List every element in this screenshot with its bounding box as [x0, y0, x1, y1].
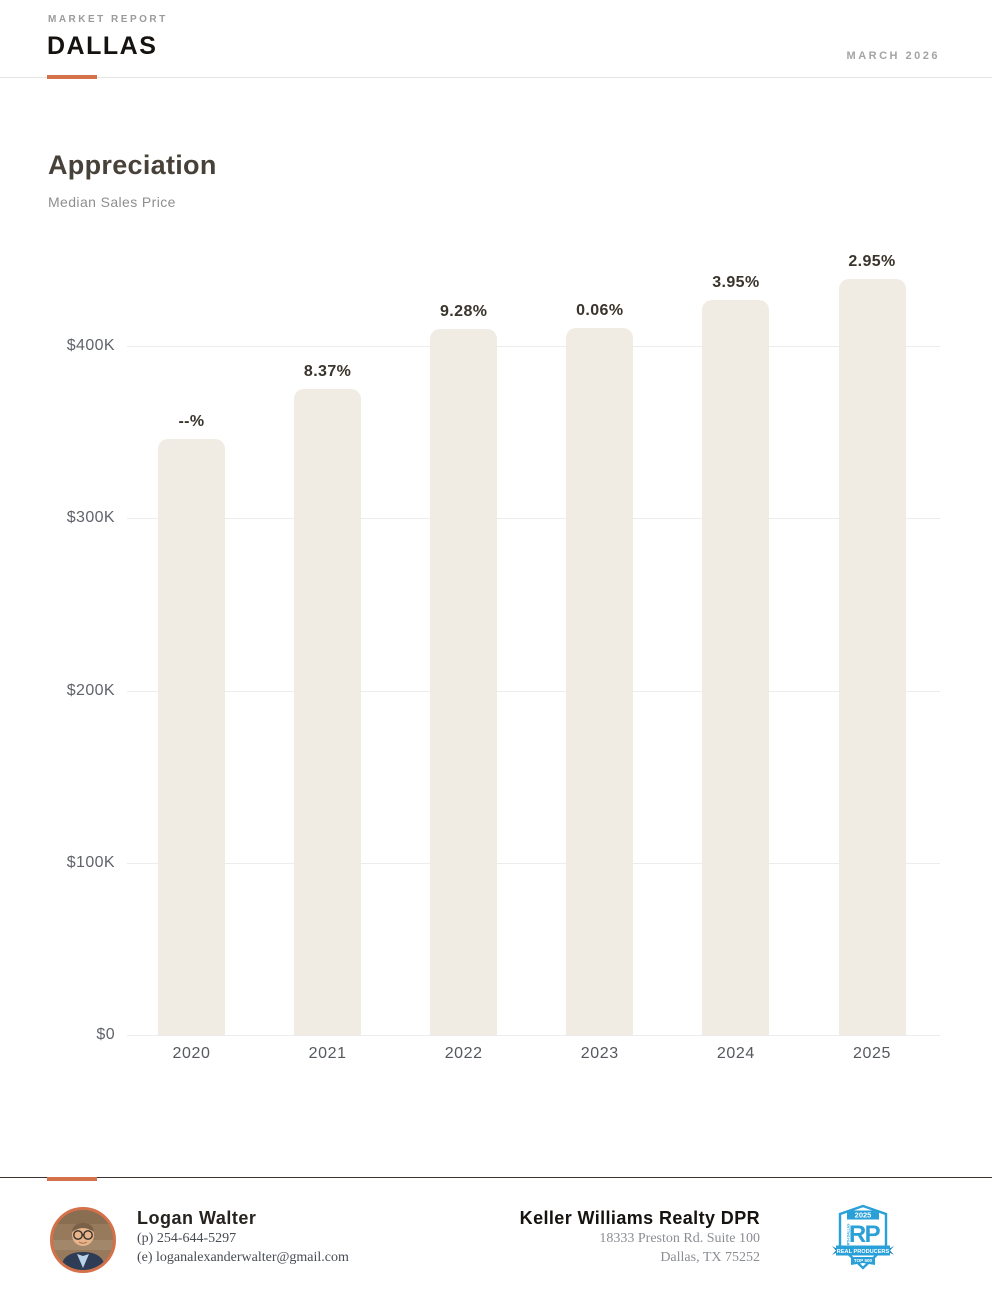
- x-axis-tick-2025: 2025: [853, 1045, 891, 1062]
- page-title-city: DALLAS: [47, 32, 158, 60]
- badge-sub-text: TOP 500: [854, 1258, 873, 1263]
- section-subtitle: Median Sales Price: [48, 194, 176, 210]
- company-address-line1: 18333 Preston Rd. Suite 100: [599, 1231, 760, 1246]
- gridline-400K: [127, 346, 940, 347]
- x-axis-tick-2024: 2024: [716, 1045, 755, 1062]
- x-axis-tick-2022: 2022: [444, 1045, 483, 1062]
- y-axis-tick-label: $400K: [66, 337, 115, 354]
- bar-value-label-2020: --%: [178, 413, 205, 430]
- bar-2021: [294, 389, 362, 1035]
- agent-photo-illustration: [53, 1210, 113, 1270]
- bar-value-label-2024: 3.95%: [712, 274, 760, 292]
- section-title: Appreciation: [48, 150, 217, 180]
- footer-accent-bar: [47, 1177, 97, 1181]
- y-axis-tick-label: $0: [96, 1026, 115, 1043]
- report-date: MARCH 2026: [846, 50, 940, 62]
- bar-value-label-2025: 2.95%: [848, 252, 896, 270]
- bar-2022: [430, 328, 498, 1035]
- bar-2025: [838, 278, 906, 1035]
- gridline-100K: [127, 862, 940, 864]
- x-axis-tick-2021: 2021: [308, 1045, 347, 1062]
- badge-side-text: NORTH DALLAS: [847, 1223, 851, 1250]
- gridline-0: [127, 1035, 940, 1036]
- company-name: Keller Williams Realty DPR: [519, 1208, 760, 1228]
- agent-email: (e) loganalexanderwalter@gmail.com: [137, 1250, 349, 1265]
- bar-2020: [158, 439, 225, 1035]
- badge-ribbon-text: REAL PRODUCERS: [837, 1249, 890, 1255]
- agent-phone: (p) 254-644-5297: [137, 1231, 237, 1246]
- y-axis-tick-label: $200K: [66, 681, 115, 699]
- agent-avatar: [50, 1207, 116, 1273]
- y-axis-tick-label: $100K: [66, 853, 115, 871]
- header-divider: [0, 77, 992, 78]
- company-address-line2: Dallas, TX 75252: [660, 1250, 760, 1265]
- header-accent-bar: [47, 75, 97, 79]
- real-producers-badge: 2025 NORTH DALLAS RP REAL PRODUCERS TOP …: [830, 1204, 896, 1274]
- y-axis-tick-label: $300K: [66, 509, 115, 527]
- badge-year: 2025: [855, 1211, 872, 1220]
- bar-2023: [566, 328, 634, 1035]
- x-axis-tick-2023: 2023: [580, 1045, 619, 1062]
- x-axis-tick-2020: 2020: [172, 1045, 211, 1062]
- bar-value-label-2023: 0.06%: [576, 302, 624, 320]
- bar-value-label-2021: 8.37%: [303, 363, 352, 381]
- badge-initials: RP: [849, 1221, 881, 1248]
- bar-value-label-2022: 9.28%: [440, 302, 488, 320]
- gridline-300K: [127, 518, 940, 520]
- report-eyebrow: MARKET REPORT: [48, 14, 168, 25]
- real-producers-badge-icon: 2025 NORTH DALLAS RP REAL PRODUCERS TOP …: [832, 1204, 894, 1270]
- gridline-200K: [127, 690, 940, 692]
- bar-2024: [702, 300, 770, 1035]
- agent-name: Logan Walter: [137, 1208, 257, 1228]
- footer-divider: [0, 1177, 992, 1178]
